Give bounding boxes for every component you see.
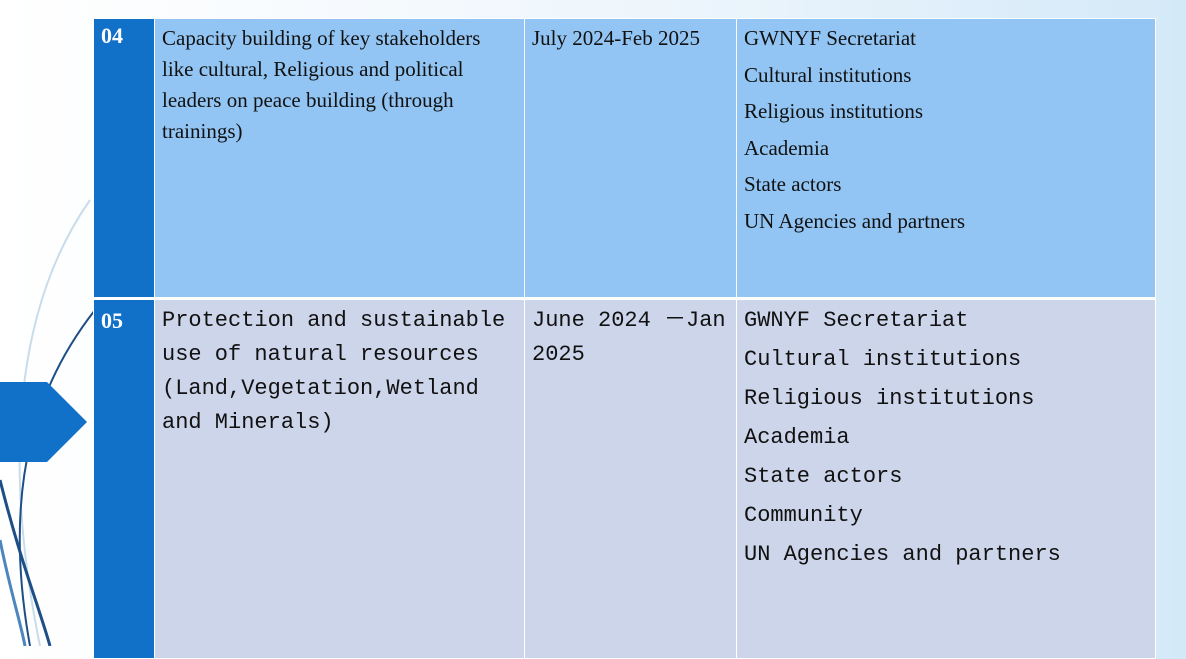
stakeholder-list: GWNYF Secretariat Cultural institutions Re… bbox=[744, 298, 1148, 577]
activity-table: 04 Capacity building of key stakeholders … bbox=[93, 18, 1156, 659]
activity: Capacity building of key stakeholders li… bbox=[154, 18, 525, 299]
stakeholder: Academia bbox=[744, 135, 830, 160]
stakeholder: Cultural institutions bbox=[744, 62, 912, 87]
decor-arrow bbox=[0, 382, 87, 462]
stakeholder: Community bbox=[744, 503, 863, 528]
activity: Protection and sustainable use of natura… bbox=[154, 297, 525, 659]
decor-curve bbox=[0, 479, 52, 646]
row-number: 05 bbox=[93, 297, 155, 659]
stakeholder: State actors bbox=[744, 172, 842, 196]
stakeholder: UN Agencies and partners bbox=[744, 208, 966, 233]
timeline: June 2024 －Jan 2025 bbox=[524, 297, 737, 659]
timeline: July 2024-Feb 2025 bbox=[524, 18, 737, 299]
stakeholder: Religious institutions bbox=[744, 99, 924, 123]
stakeholder: GWNYF Secretariat bbox=[744, 308, 969, 333]
stakeholder-list: GWNYF Secretariat Cultural institutions Re… bbox=[744, 18, 1148, 242]
stakeholder: Religious institutions bbox=[744, 386, 1035, 411]
table-row: 04 Capacity building of key stakeholders … bbox=[93, 18, 1156, 300]
stakeholder: Cultural institutions bbox=[744, 347, 1022, 372]
stakeholder: Academia bbox=[744, 425, 850, 450]
stakeholders-cell: GWNYF Secretariat Cultural institutions Re… bbox=[736, 18, 1156, 299]
row-number: 04 bbox=[93, 18, 155, 300]
stakeholder: UN Agencies and partners bbox=[744, 542, 1061, 567]
table-row: 05 Protection and sustainable use of natu… bbox=[93, 297, 1156, 659]
decor-curve bbox=[0, 539, 27, 646]
stakeholder: GWNYF Secretariat bbox=[744, 26, 917, 50]
stakeholder: State actors bbox=[744, 464, 903, 489]
stakeholders-cell: GWNYF Secretariat Cultural institutions Re… bbox=[736, 297, 1156, 659]
